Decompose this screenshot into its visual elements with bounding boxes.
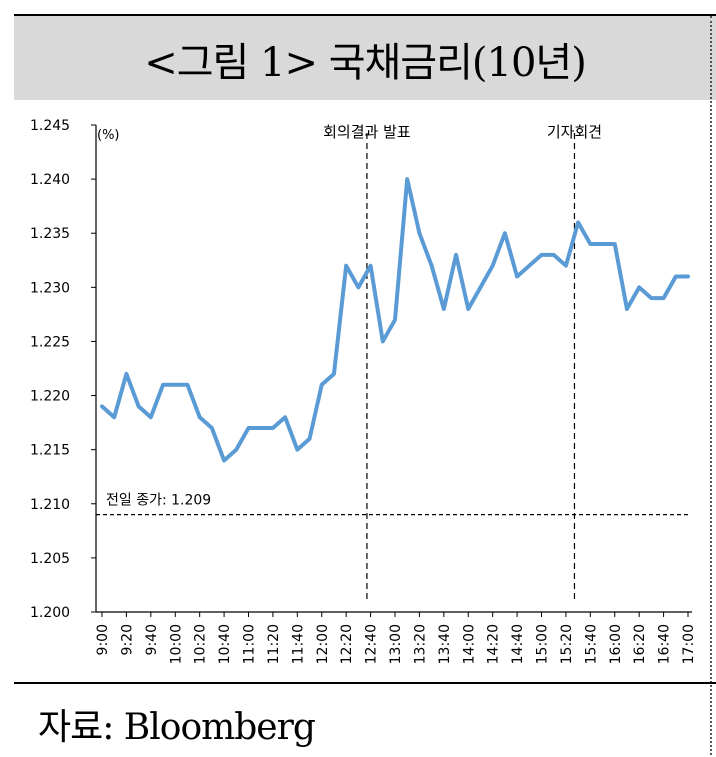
x-tick-label: 11:00 bbox=[242, 624, 258, 664]
data-point bbox=[186, 383, 189, 386]
data-point bbox=[345, 264, 347, 267]
x-tick-label: 11:20 bbox=[266, 624, 282, 664]
data-point bbox=[504, 232, 506, 235]
x-tick-label: 14:40 bbox=[510, 624, 526, 664]
data-point bbox=[650, 297, 653, 299]
x-tick-label: 9:00 bbox=[95, 624, 111, 655]
data-point bbox=[174, 383, 177, 386]
source-bar: 자료: Bloomberg bbox=[14, 682, 716, 757]
x-tick-label: 16:00 bbox=[608, 624, 624, 664]
data-point bbox=[662, 297, 665, 299]
data-point bbox=[528, 264, 531, 267]
data-point bbox=[137, 405, 140, 408]
data-point bbox=[320, 383, 323, 386]
data-point bbox=[455, 254, 457, 256]
chart-title: <그림 1> 국채금리(10년) bbox=[144, 40, 587, 86]
data-point bbox=[540, 254, 543, 256]
x-tick-label: 10:00 bbox=[168, 624, 184, 664]
data-point bbox=[589, 243, 592, 245]
data-point bbox=[125, 373, 128, 375]
data-point bbox=[308, 438, 311, 440]
data-point bbox=[613, 243, 616, 245]
reference-line-label: 전일 종가: 1.209 bbox=[106, 493, 211, 509]
x-tick-label: 16:20 bbox=[632, 624, 648, 664]
x-tick-label: 14:20 bbox=[486, 624, 502, 664]
data-point bbox=[479, 286, 482, 289]
line-chart: 1.200 1.205 1.210 1.215 1.220 1.225 1.230 1.235… bbox=[30, 118, 697, 685]
data-point bbox=[638, 286, 640, 289]
x-tick-label: 15:00 bbox=[535, 624, 551, 664]
y-tick-label: 1.245 bbox=[30, 118, 70, 134]
annotation-label: 회의결과 발표 bbox=[323, 123, 411, 141]
data-point bbox=[162, 383, 164, 386]
x-tick-label: 9:40 bbox=[144, 624, 160, 655]
x-tick-label: 17:00 bbox=[681, 624, 697, 664]
data-point bbox=[674, 275, 677, 278]
data-point bbox=[443, 308, 445, 310]
x-tick-label: 9:20 bbox=[119, 624, 135, 655]
data-point bbox=[491, 264, 494, 267]
data-point bbox=[198, 416, 201, 419]
frame-border-right bbox=[710, 16, 712, 755]
y-tick-label: 1.225 bbox=[30, 334, 70, 350]
x-tick-label: 15:40 bbox=[583, 624, 599, 664]
x-tick-label: 16:40 bbox=[657, 624, 673, 664]
data-point bbox=[150, 416, 152, 419]
x-tick-label: 13:00 bbox=[388, 624, 404, 664]
data-point bbox=[406, 178, 409, 180]
source-text: 자료: Bloomberg bbox=[38, 707, 316, 748]
data-point bbox=[357, 286, 360, 289]
x-tick-label: 12:40 bbox=[364, 624, 380, 664]
x-tick-label: 13:20 bbox=[412, 624, 428, 664]
y-tick-label: 1.235 bbox=[30, 226, 70, 242]
data-point bbox=[272, 427, 274, 429]
data-point bbox=[259, 427, 262, 429]
data-point bbox=[687, 275, 689, 278]
data-point bbox=[394, 319, 396, 321]
y-tick-label: 1.240 bbox=[30, 172, 70, 188]
data-point bbox=[369, 264, 372, 267]
y-tick-label: 1.200 bbox=[30, 605, 70, 621]
y-tick-label: 1.230 bbox=[30, 280, 70, 296]
x-tick-label: 12:00 bbox=[315, 624, 331, 664]
data-point bbox=[284, 416, 286, 419]
data-point bbox=[235, 448, 238, 451]
data-point bbox=[247, 427, 250, 429]
data-point bbox=[626, 308, 628, 310]
x-tick-label: 10:20 bbox=[193, 624, 209, 664]
chart-title-bar: <그림 1> 국채금리(10년) bbox=[14, 14, 716, 100]
data-point bbox=[211, 427, 213, 429]
x-tick-label: 12:20 bbox=[339, 624, 355, 664]
chart-area: 1.200 1.205 1.210 1.215 1.220 1.225 1.230 1.235… bbox=[0, 100, 716, 685]
annotation-label: 기자회견 bbox=[547, 123, 602, 141]
data-point bbox=[381, 340, 384, 343]
data-point bbox=[467, 308, 470, 310]
y-tick-label: 1.210 bbox=[30, 497, 70, 513]
y-tick-label: 1.205 bbox=[30, 551, 70, 567]
data-point bbox=[601, 243, 604, 245]
y-tick-label: 1.220 bbox=[30, 389, 70, 405]
y-axis-unit-label: (%) bbox=[97, 128, 120, 143]
data-point bbox=[577, 221, 579, 224]
data-point bbox=[430, 264, 433, 267]
data-point bbox=[516, 275, 518, 278]
data-point bbox=[565, 264, 567, 267]
data-point bbox=[333, 373, 335, 375]
x-tick-label: 10:40 bbox=[217, 624, 233, 664]
x-tick-label: 14:00 bbox=[461, 624, 477, 664]
y-tick-label: 1.215 bbox=[30, 443, 70, 459]
data-point bbox=[552, 254, 555, 256]
x-tick-label: 11:40 bbox=[290, 624, 306, 664]
data-point bbox=[223, 459, 225, 462]
x-tick-label: 15:20 bbox=[559, 624, 575, 664]
x-tick-label: 13:40 bbox=[437, 624, 453, 664]
data-point bbox=[418, 232, 421, 235]
data-point bbox=[296, 448, 299, 451]
data-point bbox=[113, 416, 116, 419]
data-point bbox=[101, 405, 103, 408]
